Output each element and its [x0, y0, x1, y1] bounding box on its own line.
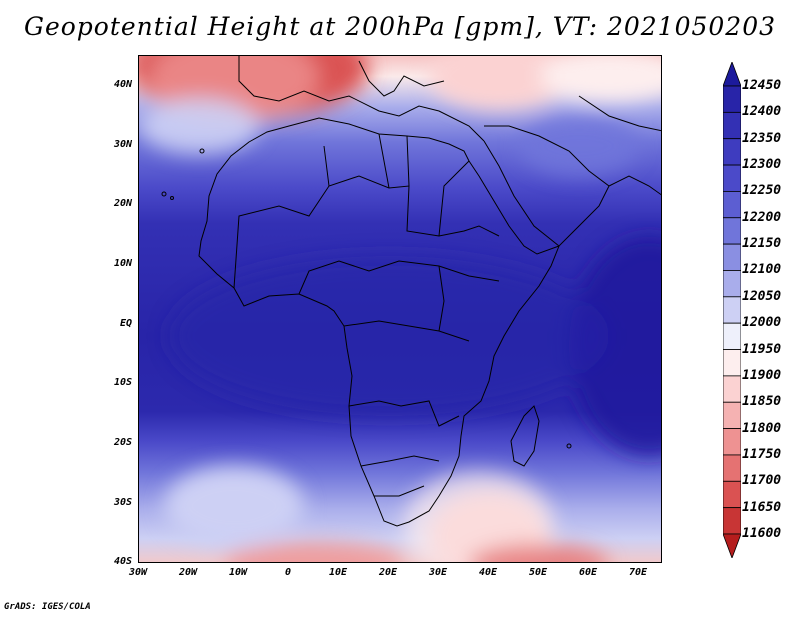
lon-tick-label: 10W	[228, 567, 248, 578]
lat-tick-label: 40S	[113, 556, 132, 567]
map-panel	[138, 55, 662, 563]
lat-tick-label: 20S	[113, 437, 132, 448]
lon-tick-label: 20W	[178, 567, 198, 578]
colorbar-level-label: 12150	[742, 236, 782, 252]
colorbar-segment	[723, 191, 741, 219]
credit-label: GrADS: IGES/COLA	[4, 602, 91, 612]
colorbar-segment	[723, 507, 741, 535]
colorbar-segment	[723, 375, 741, 403]
lat-tick-label: 20N	[113, 198, 132, 209]
colorbar-segment	[723, 454, 741, 482]
lon-tick-label: 50E	[528, 567, 548, 578]
geopotential-field	[139, 56, 661, 562]
colorbar-level-label: 11850	[742, 394, 782, 410]
colorbar-level-label: 12350	[742, 130, 782, 146]
coastlines	[161, 56, 661, 527]
colorbar-level-label: 12300	[742, 157, 782, 173]
colorbar-level-label: 12250	[742, 183, 782, 199]
colorbar-segment	[723, 85, 741, 113]
colorbar-level-label: 12100	[742, 262, 782, 278]
colorbar-top-arrow	[723, 62, 741, 87]
colorbar-level-label: 11600	[742, 526, 782, 541]
colorbar-segment	[723, 322, 741, 350]
colorbar-level-label: 11950	[742, 341, 782, 357]
lat-tick-label: 30S	[113, 497, 132, 508]
colorbar-level-label: 11900	[742, 367, 782, 383]
colorbar-segment	[723, 480, 741, 509]
lon-tick-label: 60E	[578, 567, 598, 578]
chart-title: Geopotential Height at 200hPa [gpm], VT:…	[23, 12, 777, 41]
colorbar-segment	[723, 428, 741, 456]
lon-tick-label: 70E	[628, 567, 648, 578]
lat-tick-label: 10N	[113, 258, 132, 269]
colorbar-segment	[723, 217, 741, 245]
colorbar-segment	[723, 401, 741, 429]
colorbar-segment	[723, 111, 741, 140]
colorbar-level-label: 11650	[742, 499, 782, 515]
colorbar-segment	[723, 138, 741, 166]
lat-tick-label: EQ	[119, 318, 132, 329]
lon-tick-label: 40E	[478, 567, 498, 578]
colorbar-level-label: 12400	[742, 104, 782, 120]
colorbar-bottom-arrow	[723, 533, 741, 558]
lon-tick-label: 30E	[428, 567, 448, 578]
colorbar-level-label: 11800	[742, 420, 782, 436]
lat-tick-label: 40N	[113, 79, 132, 90]
lon-tick-label: 30W	[128, 567, 148, 578]
colorbar-segment	[723, 164, 741, 192]
colorbar-level-label: 12050	[742, 288, 782, 304]
colorbar-level-label: 12450	[742, 78, 782, 93]
colorbar-level-label: 11700	[742, 473, 782, 489]
colorbar	[723, 62, 741, 558]
lon-tick-label: 10E	[328, 567, 348, 578]
colorbar-segment	[723, 349, 741, 377]
lat-tick-label: 30N	[113, 139, 132, 150]
colorbar-level-label: 12200	[742, 209, 782, 225]
lon-tick-label: 20E	[378, 567, 398, 578]
colorbar-level-label: 12000	[742, 315, 782, 331]
colorbar-level-label: 11750	[742, 446, 782, 462]
lat-tick-label: 10S	[113, 377, 132, 388]
colorbar-segment	[723, 243, 741, 271]
colorbar-segment	[723, 270, 741, 298]
lon-tick-label: 0	[284, 567, 292, 578]
colorbar-segment	[723, 296, 741, 324]
